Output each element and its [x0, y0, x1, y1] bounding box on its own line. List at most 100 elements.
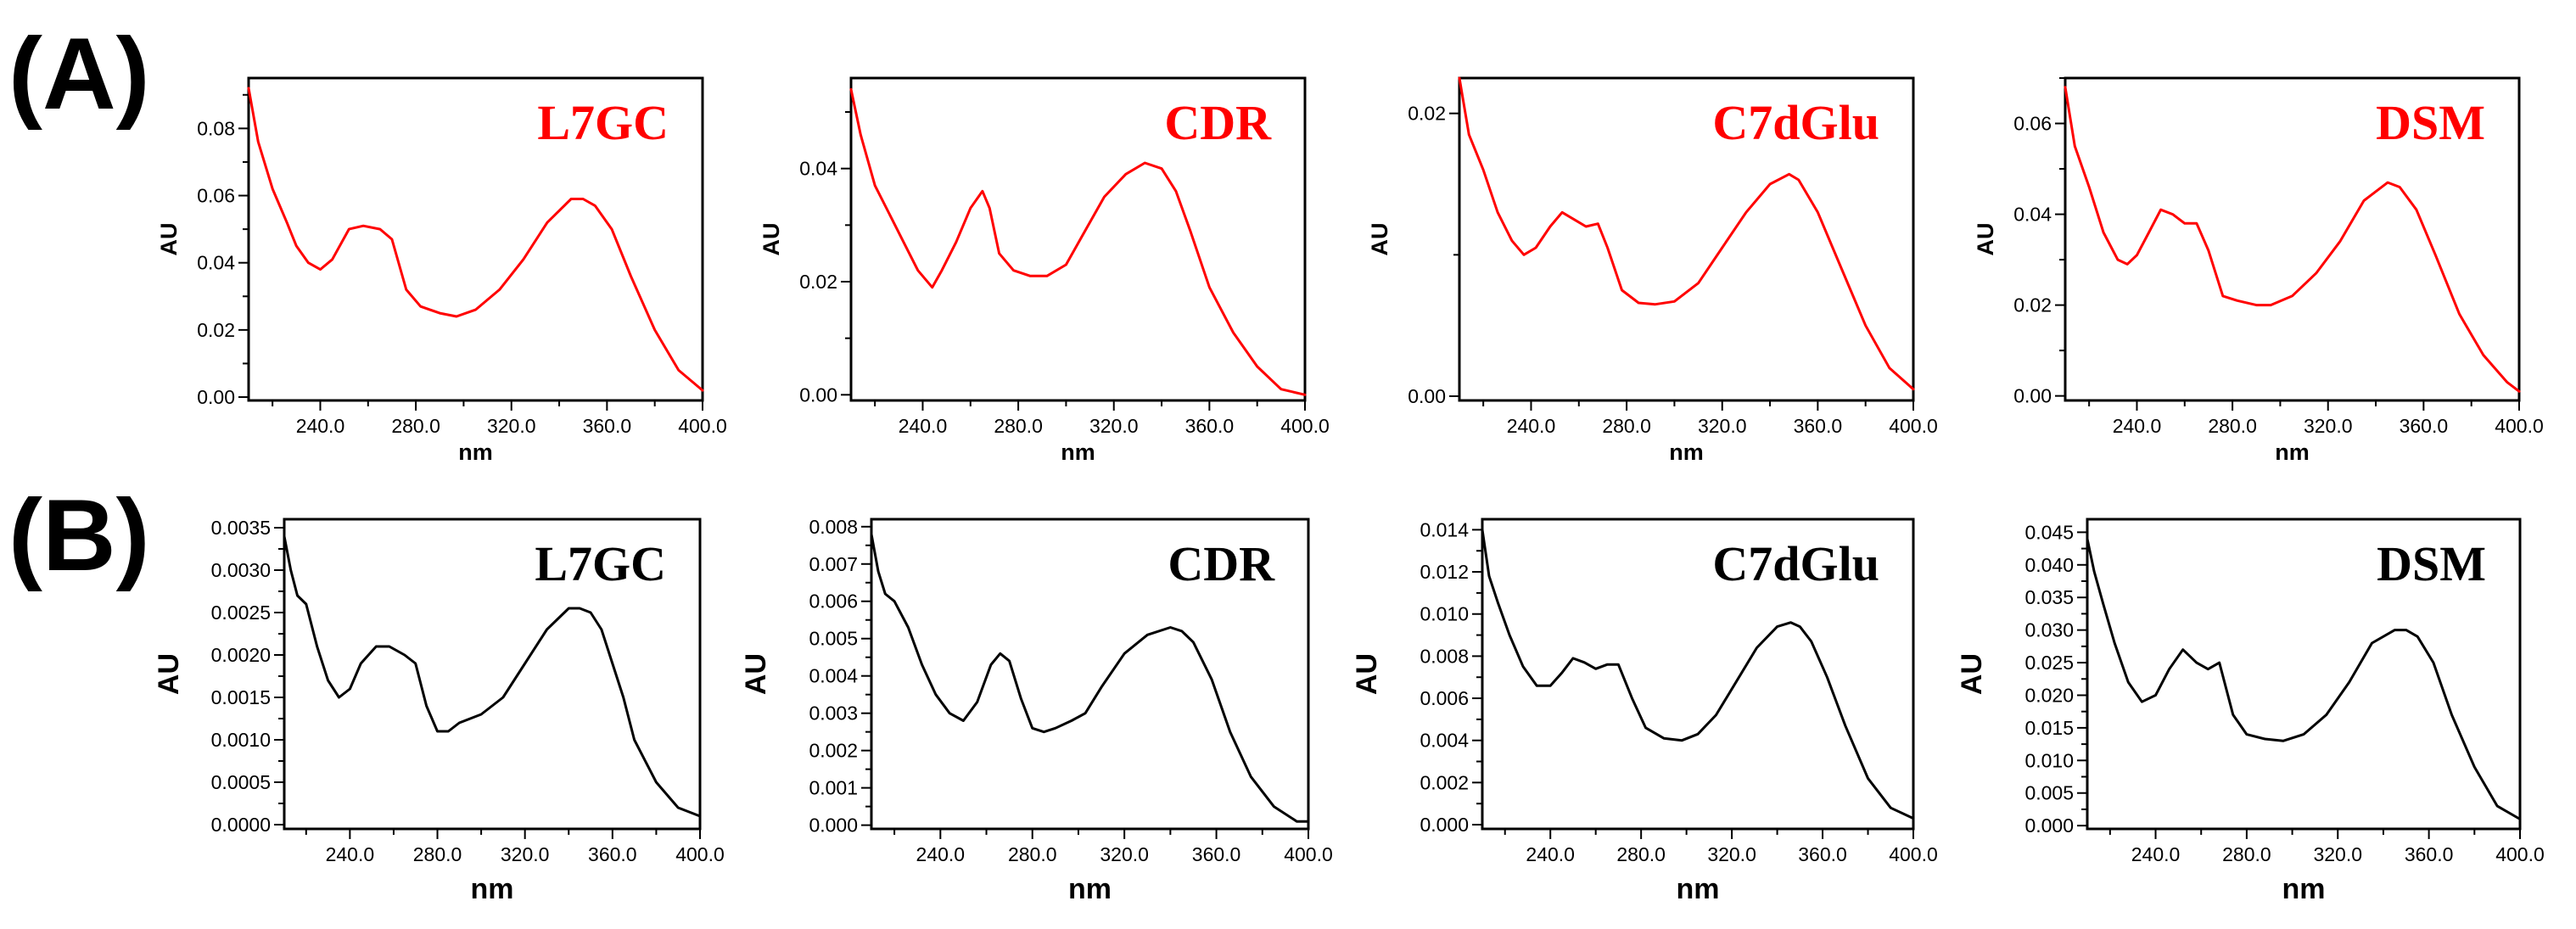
y-tick-label: 0.005 [809, 628, 858, 650]
chart-title: L7GC [537, 95, 669, 150]
chart-title: C7dGlu [1712, 536, 1879, 591]
plot-frame [849, 76, 1307, 402]
x-tick-label: 320.0 [501, 843, 550, 865]
x-tick-label: 400.0 [1889, 843, 1938, 865]
x-tick-label: 280.0 [1008, 843, 1057, 865]
y-axis-title: AU [740, 653, 772, 695]
y-tick-label: 0.010 [2024, 749, 2074, 771]
chart-title: L7GC [535, 536, 666, 591]
x-tick-label: 320.0 [1707, 843, 1756, 865]
y-tick-label: 0.000 [2024, 814, 2074, 837]
y-tick-label: 0.08 [197, 117, 235, 139]
chart-a1: 240.0 280.0 320.0 360.0 400.0 0.00 0.02 0.04 0.0… [156, 76, 727, 465]
x-tick-label: 320.0 [2313, 843, 2362, 865]
x-tick-label: 360.0 [2405, 843, 2454, 865]
x-axis-title: nm [1677, 873, 1720, 905]
y-tick-label: 0.008 [809, 516, 858, 538]
y-tick-label: 0.06 [2013, 113, 2052, 135]
plot-frame [1481, 518, 1915, 831]
x-tick-label: 360.0 [1192, 843, 1241, 865]
x-axis-title: nm [2282, 873, 2326, 905]
y-tick-label: 0.001 [809, 777, 858, 799]
panel-label-b: (B) [8, 478, 150, 592]
x-tick-label: 400.0 [2495, 415, 2544, 437]
chart-b3: 240.0 280.0 320.0 360.0 400.0 0.000 0.002 0.004… [1351, 518, 1938, 905]
y-tick-label: 0.004 [809, 665, 858, 687]
y-axis-title: AU [1973, 223, 1998, 256]
y-tick-label: 0.002 [809, 740, 858, 762]
y-tick-label: 0.0030 [211, 559, 271, 581]
spectrum-line [283, 534, 702, 818]
y-tick-label: 0.010 [1420, 603, 1469, 625]
y-tick-label: 0.004 [1420, 730, 1469, 752]
y-axis-title: AU [1351, 653, 1383, 695]
x-tick-label: 360.0 [1185, 415, 1235, 437]
spectrum-line [2086, 537, 2522, 820]
plot-frame [283, 518, 702, 831]
y-tick-label: 0.025 [2024, 652, 2074, 674]
x-axis-title: nm [1068, 873, 1112, 905]
chart-b1: 240.0 280.0 320.0 360.0 400.0 0.0000 0.0005 0.0… [153, 517, 725, 905]
y-tick-label: 0.006 [809, 590, 858, 613]
x-tick-label: 400.0 [1280, 415, 1330, 437]
spectrum-line [1458, 76, 1915, 391]
y-tick-label: 0.0005 [211, 771, 271, 793]
x-tick-label: 240.0 [1526, 843, 1575, 865]
y-tick-label: 0.000 [809, 814, 858, 837]
y-axis-title: AU [759, 223, 784, 256]
x-tick-label: 320.0 [1089, 415, 1139, 437]
x-tick-label: 360.0 [583, 415, 632, 437]
y-tick-label: 0.012 [1420, 561, 1469, 583]
x-tick-label: 240.0 [2113, 415, 2162, 437]
panel-label-a: (A) [8, 17, 150, 131]
x-tick-label: 280.0 [391, 415, 440, 437]
y-tick-label: 0.007 [809, 553, 858, 575]
x-tick-label: 240.0 [2131, 843, 2181, 865]
spectrum-line [2064, 86, 2521, 393]
y-tick-label: 0.02 [799, 271, 837, 293]
x-tick-label: 320.0 [1100, 843, 1149, 865]
y-tick-label: 0.00 [197, 386, 235, 408]
y-tick-label: 0.02 [2013, 294, 2052, 316]
y-tick-label: 0.0020 [211, 644, 271, 666]
chart-a3: 240.0 280.0 320.0 360.0 400.0 0.00 0.02 nm AU C7d… [1367, 76, 1938, 465]
y-tick-label: 0.005 [2024, 782, 2074, 804]
chart-title: CDR [1168, 536, 1275, 591]
chart-title: C7dGlu [1712, 95, 1879, 150]
y-tick-label: 0.040 [2024, 554, 2074, 576]
spectrum-line [870, 533, 1310, 823]
chart-title: DSM [2376, 95, 2485, 150]
x-axis-title: nm [1669, 439, 1704, 465]
y-tick-label: 0.015 [2024, 717, 2074, 739]
x-axis-title: nm [471, 873, 514, 905]
y-tick-label: 0.00 [799, 383, 837, 406]
y-tick-label: 0.04 [197, 252, 235, 274]
x-tick-label: 280.0 [994, 415, 1043, 437]
y-axis-title: AU [1956, 653, 1988, 695]
y-tick-label: 0.00 [2013, 385, 2052, 407]
spectrum-line [1481, 528, 1915, 820]
y-tick-label: 0.06 [197, 185, 235, 207]
chart-b4: 240.0 280.0 320.0 360.0 400.0 0.000 0.005 0.010… [1956, 518, 2545, 905]
x-axis-title: nm [458, 439, 493, 465]
plot-frame [2086, 518, 2522, 831]
y-tick-label: 0.003 [809, 702, 858, 725]
y-tick-label: 0.0010 [211, 729, 271, 751]
y-tick-label: 0.02 [1408, 103, 1446, 125]
y-tick-label: 0.0000 [211, 814, 271, 836]
x-axis-title: nm [1061, 439, 1095, 465]
y-tick-label: 0.008 [1420, 645, 1469, 667]
y-tick-label: 0.0015 [211, 686, 271, 708]
x-tick-label: 400.0 [2495, 843, 2545, 865]
y-tick-label: 0.02 [197, 319, 235, 341]
y-tick-label: 0.014 [1420, 518, 1469, 540]
y-tick-label: 0.045 [2024, 521, 2074, 543]
y-axis-title: AU [153, 653, 185, 695]
x-tick-label: 320.0 [2304, 415, 2353, 437]
x-tick-label: 240.0 [916, 843, 966, 865]
x-tick-label: 360.0 [2400, 415, 2449, 437]
chart-title: CDR [1164, 95, 1272, 150]
y-tick-label: 0.035 [2024, 586, 2074, 608]
y-tick-label: 0.030 [2024, 619, 2074, 641]
x-tick-label: 280.0 [2222, 843, 2271, 865]
